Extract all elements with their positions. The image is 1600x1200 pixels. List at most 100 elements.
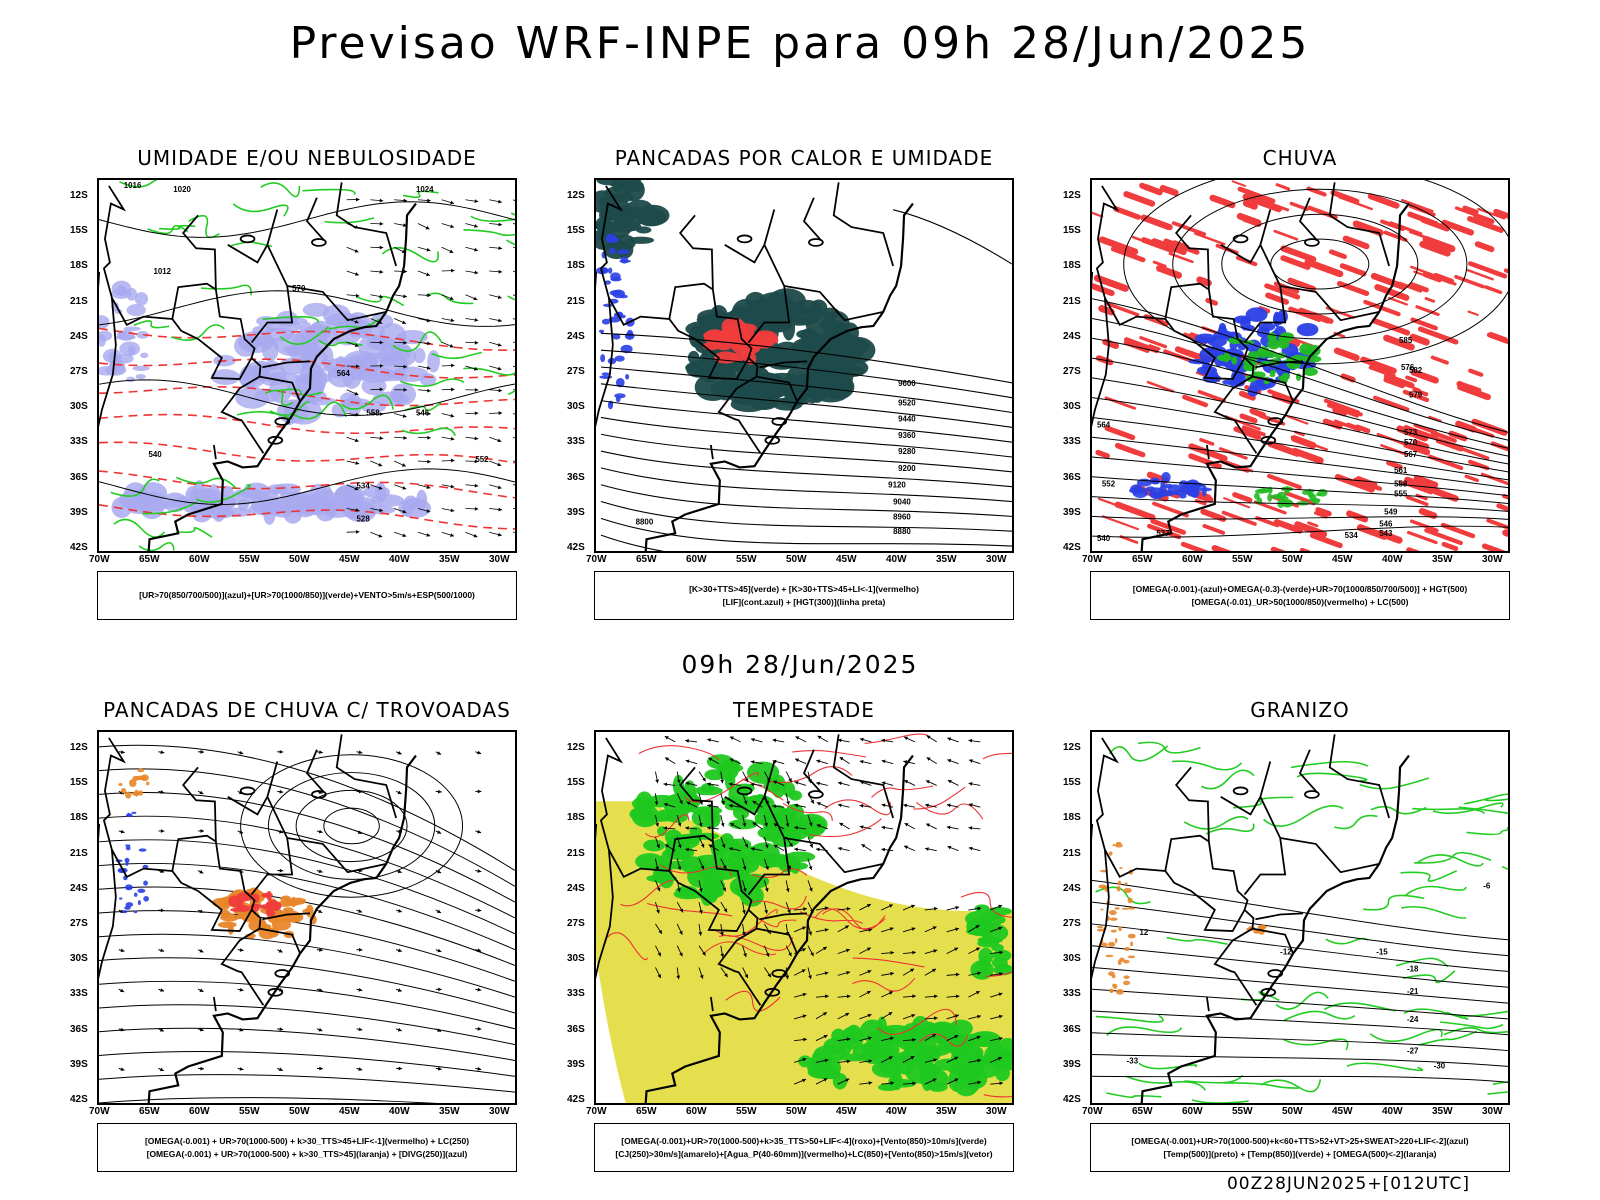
- omega-blue-area: [1245, 307, 1268, 322]
- temp500-contour: [1092, 1010, 1508, 1036]
- wind-vector: [498, 199, 502, 204]
- wind-vector: [707, 738, 712, 742]
- rain-red-area: [1467, 310, 1479, 316]
- wind-vector: [977, 1080, 982, 1085]
- geo-border-line: [1175, 766, 1258, 1006]
- wind-vector: [969, 759, 973, 763]
- wind-vector: [934, 1016, 938, 1021]
- wind-vector: [808, 931, 813, 936]
- legend-box: [UR>70(850/700/500)](azul)+[UR>70(1000/8…: [97, 571, 517, 620]
- latitude-tick-label: 30S: [567, 953, 585, 965]
- wind850-area: [977, 936, 1004, 944]
- wind-vector: [801, 969, 806, 973]
- wind-vector: [998, 904, 1003, 909]
- streamline-arrow: [239, 1067, 244, 1071]
- hgt500-contour: [1092, 416, 1508, 481]
- contour-label: 561: [1394, 466, 1408, 475]
- lifted-index-contour: [601, 372, 610, 376]
- instability-area: [636, 226, 652, 234]
- main-title: Previsao WRF-INPE para 09h 28/Jun/2025: [289, 18, 1311, 69]
- wind-vector: [750, 782, 755, 787]
- latitude-tick-label: 30S: [70, 401, 88, 413]
- rain-red-area: [1172, 240, 1190, 249]
- streamline-arrow: [477, 1027, 482, 1031]
- storm-orange-area: [302, 908, 314, 914]
- wind-vector: [809, 887, 813, 892]
- wind-vector: [764, 844, 769, 849]
- wind-vector: [823, 1078, 828, 1082]
- rain-red-area: [1424, 297, 1436, 303]
- latitude-tick-label: 12S: [567, 742, 585, 753]
- longitude-tick-label: 55W: [736, 1106, 757, 1117]
- rain-red-area: [1093, 274, 1129, 292]
- rain-red-area: [1273, 519, 1303, 534]
- precip-water-contour: [824, 799, 892, 816]
- lake-outline: [1232, 786, 1249, 796]
- wind-vector: [379, 412, 384, 416]
- streamline-arrow: [279, 749, 284, 754]
- map-canvas: 9600 9520 9440 9360 9280 9200 9120 9040 8960 8880…: [596, 180, 1012, 551]
- rain-red-area: [1159, 184, 1179, 197]
- hgt300-contour: [600, 467, 1012, 503]
- wind-vector: [427, 293, 431, 298]
- geo-border-line: [266, 761, 387, 874]
- latitude-tick-label: 21S: [1063, 847, 1081, 859]
- wind-vector: [497, 295, 502, 299]
- streamline-arrow: [120, 1027, 125, 1032]
- rain-red-area: [1408, 230, 1428, 240]
- isobar: [99, 379, 515, 416]
- precip-water-contour: [638, 745, 720, 761]
- wind850-area: [913, 1053, 934, 1068]
- geo-border-line: [305, 197, 325, 241]
- geo-boundaries: [99, 734, 417, 1103]
- latitude-tick-label: 27S: [1063, 918, 1081, 929]
- wind-vector: [767, 973, 772, 978]
- geo-border-line: [1255, 360, 1304, 369]
- contour-label: 1012: [153, 267, 171, 276]
- temp850-contour: [1359, 777, 1430, 790]
- rain-red-area: [1418, 508, 1438, 519]
- rain-red-area: [1383, 377, 1406, 389]
- rain-red-area: [1123, 191, 1156, 207]
- rain-red-area: [1333, 419, 1361, 432]
- rain-red-area: [1386, 460, 1403, 470]
- rain-red-area: [1148, 344, 1161, 351]
- wind-vector: [772, 738, 777, 743]
- instability-area: [758, 292, 793, 311]
- contour-label: -30: [1434, 1061, 1446, 1070]
- wind-vector: [512, 413, 515, 415]
- longitude-tick-label: 70W: [89, 1106, 110, 1117]
- wind-vector: [449, 344, 454, 348]
- geo-border-line: [1092, 849, 1110, 979]
- wind-vector: [700, 865, 705, 870]
- storm-orange-area: [217, 921, 237, 928]
- temp850-contour: [1506, 827, 1508, 830]
- streamline-arrow: [437, 1028, 441, 1032]
- temp850-contour: [1106, 1026, 1183, 1036]
- humidity-green-contour: [170, 324, 225, 341]
- wind850-area: [948, 1067, 979, 1075]
- wind-vector: [676, 975, 681, 980]
- wind-vector: [685, 759, 690, 764]
- geo-border-line: [335, 734, 397, 819]
- temp850-contour: [1125, 1075, 1206, 1091]
- rain-red-area: [1290, 435, 1317, 449]
- wind-vector: [845, 1013, 850, 1017]
- legend-line: [OMEGA(-0.001) + UR>70(1000-500) + k>30_…: [144, 1135, 470, 1146]
- omega500-orange-area: [1124, 882, 1128, 885]
- humidity-blue-area: [99, 334, 107, 347]
- precip-water-contour: [683, 772, 759, 803]
- rain-red-area: [1200, 508, 1227, 522]
- longitude-tick-label: 35W: [439, 1106, 460, 1117]
- latitude-tick-label: 24S: [567, 882, 585, 894]
- storm-red-area: [261, 892, 274, 898]
- divergence-blue-area: [143, 880, 148, 886]
- streamline-arrow: [239, 830, 244, 834]
- lifted-index-contour: [600, 354, 606, 363]
- wind-vector: [474, 340, 479, 345]
- wind850-area: [876, 1028, 900, 1044]
- humidity-blue-area: [99, 315, 110, 329]
- latitude-tick-label: 39S: [567, 506, 585, 518]
- legend-line: [Temp(500)](preto) + [Temp(850)](verde) …: [1163, 1148, 1437, 1159]
- humidity-green-contour: [175, 476, 237, 489]
